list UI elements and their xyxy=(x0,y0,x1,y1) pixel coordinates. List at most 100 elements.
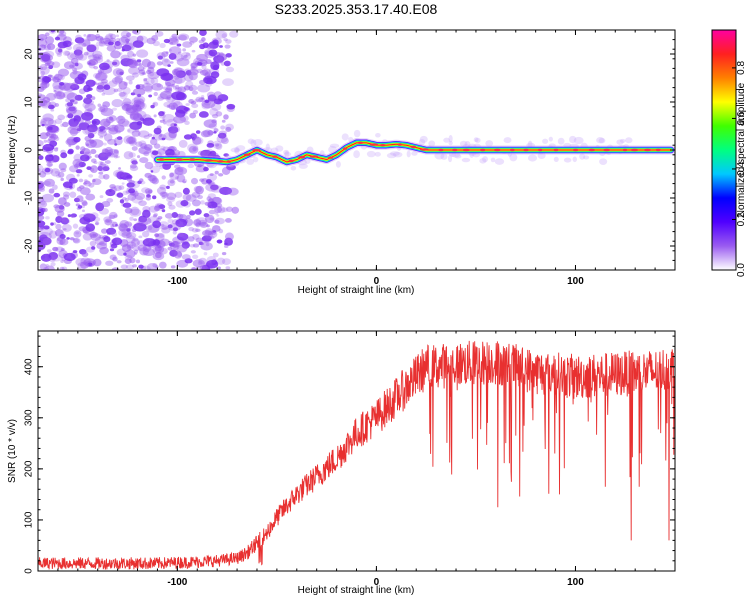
noise-speckle xyxy=(97,165,103,172)
spectrogram-x-tick-label: 100 xyxy=(567,276,584,287)
noise-speckle xyxy=(203,251,208,256)
noise-speckle xyxy=(53,147,59,152)
noise-speckle xyxy=(109,211,118,219)
noise-speckle xyxy=(221,166,231,175)
noise-speckle xyxy=(195,222,201,228)
noise-speckle xyxy=(109,33,117,40)
noise-speckle xyxy=(191,267,197,270)
noise-speckle xyxy=(98,71,103,76)
noise-speckle xyxy=(112,59,120,67)
noise-speckle xyxy=(54,118,63,125)
noise-speckle xyxy=(126,136,136,144)
noise-speckle xyxy=(69,191,77,198)
noise-speckle xyxy=(165,87,173,93)
noise-speckle xyxy=(182,180,187,184)
noise-speckle xyxy=(85,223,96,232)
noise-speckle xyxy=(129,121,143,130)
noise-speckle xyxy=(70,57,79,65)
noise-speckle xyxy=(79,154,90,162)
noise-speckle xyxy=(77,53,88,61)
noise-speckle xyxy=(97,70,103,74)
noise-speckle xyxy=(148,189,153,194)
noise-speckle xyxy=(73,49,83,56)
noise-speckle xyxy=(193,135,199,139)
track-halo xyxy=(353,129,361,138)
noise-speckle xyxy=(161,227,171,234)
track-halo xyxy=(250,139,257,148)
noise-speckle xyxy=(89,240,97,247)
noise-speckle xyxy=(192,136,202,145)
track-hotspot xyxy=(379,144,386,147)
noise-speckle xyxy=(78,178,84,183)
noise-speckle xyxy=(141,83,153,92)
noise-speckle xyxy=(50,108,55,112)
noise-speckle xyxy=(109,116,114,121)
noise-speckle xyxy=(99,240,108,246)
noise-speckle xyxy=(54,136,60,141)
noise-speckle xyxy=(38,187,45,192)
noise-speckle xyxy=(132,161,139,165)
noise-speckle xyxy=(138,146,152,155)
noise-speckle xyxy=(220,125,226,130)
noise-speckle xyxy=(213,99,218,103)
noise-speckle xyxy=(131,195,144,204)
noise-speckle xyxy=(171,83,175,88)
noise-speckle xyxy=(45,154,54,162)
track-halo xyxy=(616,139,624,145)
noise-speckle xyxy=(59,240,64,245)
noise-speckle xyxy=(227,187,239,196)
track-hotspot xyxy=(369,143,379,146)
noise-speckle xyxy=(106,227,117,235)
noise-speckle xyxy=(124,198,129,202)
noise-speckle xyxy=(224,244,229,248)
track-hotspot xyxy=(630,148,639,152)
noise-speckle xyxy=(197,83,211,93)
noise-speckle xyxy=(59,217,66,222)
noise-speckle xyxy=(67,214,72,218)
noise-speckle xyxy=(39,120,47,127)
noise-speckle xyxy=(112,67,124,77)
noise-speckle xyxy=(152,263,158,268)
noise-speckle xyxy=(122,202,132,208)
noise-speckle xyxy=(147,225,153,231)
noise-speckle xyxy=(52,184,58,190)
noise-speckle xyxy=(69,237,75,241)
noise-speckle xyxy=(101,78,108,84)
noise-speckle xyxy=(192,146,197,152)
track-hotspot xyxy=(572,148,579,152)
noise-speckle xyxy=(63,218,71,224)
noise-speckle xyxy=(216,257,226,265)
snr-y-tick-label: 100 xyxy=(24,511,35,528)
noise-speckle xyxy=(127,50,134,58)
noise-speckle xyxy=(169,42,174,45)
noise-speckle xyxy=(62,90,75,99)
noise-speckle xyxy=(190,132,196,137)
noise-speckle xyxy=(69,64,74,69)
noise-speckle xyxy=(133,249,139,254)
track-halo xyxy=(443,137,450,143)
noise-speckle xyxy=(66,92,78,101)
noise-speckle xyxy=(168,46,182,55)
noise-speckle xyxy=(39,132,49,140)
noise-speckle xyxy=(118,223,128,232)
noise-speckle xyxy=(218,130,227,137)
noise-speckle xyxy=(219,45,223,48)
noise-speckle xyxy=(111,77,123,85)
noise-speckle xyxy=(56,52,62,57)
noise-speckle xyxy=(106,45,117,52)
noise-speckle xyxy=(188,68,199,76)
noise-speckle xyxy=(86,124,98,133)
track-halo xyxy=(490,157,496,163)
noise-speckle xyxy=(84,120,92,125)
noise-speckle xyxy=(172,101,183,110)
noise-speckle xyxy=(69,99,75,103)
noise-speckle xyxy=(188,145,199,154)
noise-speckle xyxy=(56,236,66,246)
noise-speckle xyxy=(132,87,146,96)
noise-speckle xyxy=(60,248,65,251)
track-hotspot xyxy=(479,148,486,152)
noise-speckle xyxy=(221,252,227,256)
track-halo xyxy=(459,140,468,147)
spectrogram-y-axis-label: Frequency (Hz) xyxy=(7,116,18,185)
noise-speckle xyxy=(209,173,214,177)
